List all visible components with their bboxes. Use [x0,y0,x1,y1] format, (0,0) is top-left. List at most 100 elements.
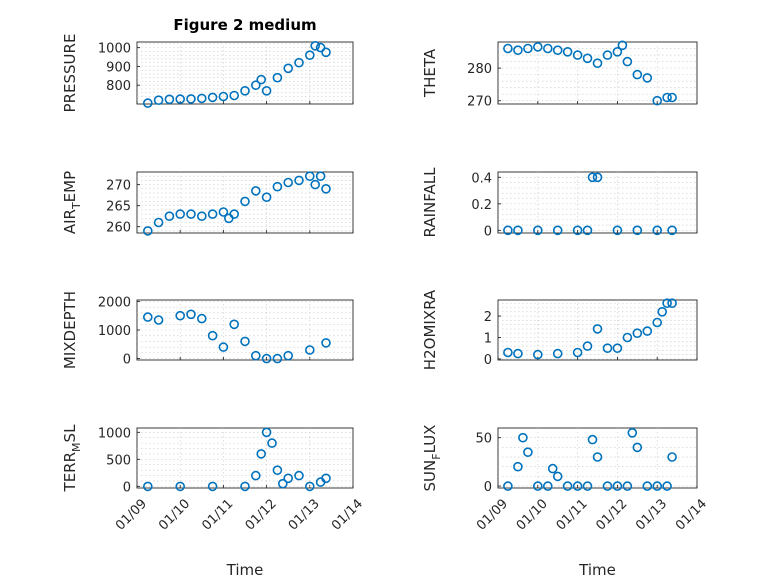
x-tick-label: 01/14 [673,496,710,533]
y-axis-label: H2OMIXRA [421,289,439,370]
y-axis-label: MIXDEPTH [61,291,79,369]
data-point [662,298,672,309]
data-point [513,225,523,236]
data-point [272,465,283,476]
data-point [207,330,218,341]
data-point [642,73,653,83]
data-point [186,309,196,320]
x-tick-label: 01/12 [593,496,630,533]
data-point [251,470,261,481]
y-tick-label: 1 [484,332,492,347]
data-point [632,225,643,236]
x-tick-label: 01/12 [243,496,280,533]
data-point [143,312,153,322]
axes-box [497,299,698,361]
data-point [197,93,207,104]
data-point [542,43,553,54]
data-point [592,58,603,69]
y-axis-label: SUNFLUX [421,425,443,492]
data-point [321,184,331,194]
data-point [261,86,272,96]
y-tick-label: 1000 [98,42,131,57]
data-point [612,481,623,491]
data-point [667,298,677,309]
data-point [164,211,175,221]
data-point [304,481,315,492]
data-point [321,338,331,348]
data-point [592,452,603,462]
x-tick-label: 01/13 [633,496,670,533]
data-point [602,343,613,354]
data-point [197,313,207,324]
data-point [186,94,196,104]
data-point [153,217,164,228]
data-point [207,209,218,219]
data-point [612,46,623,57]
data-point [632,328,643,339]
x-axis-label: Time [226,561,264,579]
data-point [175,481,185,492]
axes-box [497,41,698,105]
data-point [518,432,528,443]
data-point [229,209,239,219]
data-point [652,95,663,106]
y-tick-label: 500 [106,453,131,468]
axes-box [497,427,698,489]
data-point [272,72,283,83]
data-point [261,192,272,202]
y-tick-label: 900 [106,60,131,75]
data-point [612,343,623,354]
data-point [592,172,603,183]
x-axis-label: Time [578,561,616,579]
data-point [572,481,583,491]
data-point [667,225,677,236]
data-point [503,481,513,491]
axes-box [136,171,354,234]
data-point [662,481,672,491]
data-point [503,347,513,358]
data-point [267,438,277,448]
data-point [523,43,533,54]
data-point [240,336,250,347]
y-tick-label: 1000 [98,426,131,441]
data-point [175,310,185,321]
data-point [294,57,304,68]
data-point [642,326,653,336]
y-tick-label: 260 [106,221,131,236]
data-point [261,353,272,364]
data-point [283,177,294,188]
data-point [153,315,164,325]
data-point [667,452,677,462]
figure-title: Figure 2 medium [173,16,316,34]
data-point [602,50,613,60]
data-point [652,317,663,328]
data-point [612,225,623,236]
data-point [513,45,523,56]
data-point [542,481,553,491]
data-point [587,434,598,445]
data-point [503,43,513,54]
y-tick-label: 1000 [98,324,131,339]
data-point [657,306,668,317]
data-point [632,69,643,80]
data-point [602,481,613,491]
y-axis-label: PRESSURE [61,34,79,113]
data-point [622,56,633,67]
data-point [642,481,653,491]
data-point [572,50,583,60]
y-axis-label: THETA [421,48,439,98]
data-point [572,347,583,358]
subplot-sun_flux: 0 50 SUNFLUX 01/09 01/10 01/11 01/12 01/13 01/14… [421,425,710,579]
subplot-terr_msl: 0 500 1000 TERRMSL 01/09 01/10 01/11 01/12 01/13… [61,424,366,579]
y-tick-label: 265 [106,200,131,215]
data-point [532,42,543,52]
data-point [321,473,331,484]
data-point [251,350,261,361]
axes-box [497,171,698,234]
subplot-theta: 270 280 THETA [421,40,698,110]
y-axis-label: AIRTEMP [61,171,83,234]
axes-box [136,427,354,489]
data-point [304,345,315,355]
data-point [662,92,672,103]
